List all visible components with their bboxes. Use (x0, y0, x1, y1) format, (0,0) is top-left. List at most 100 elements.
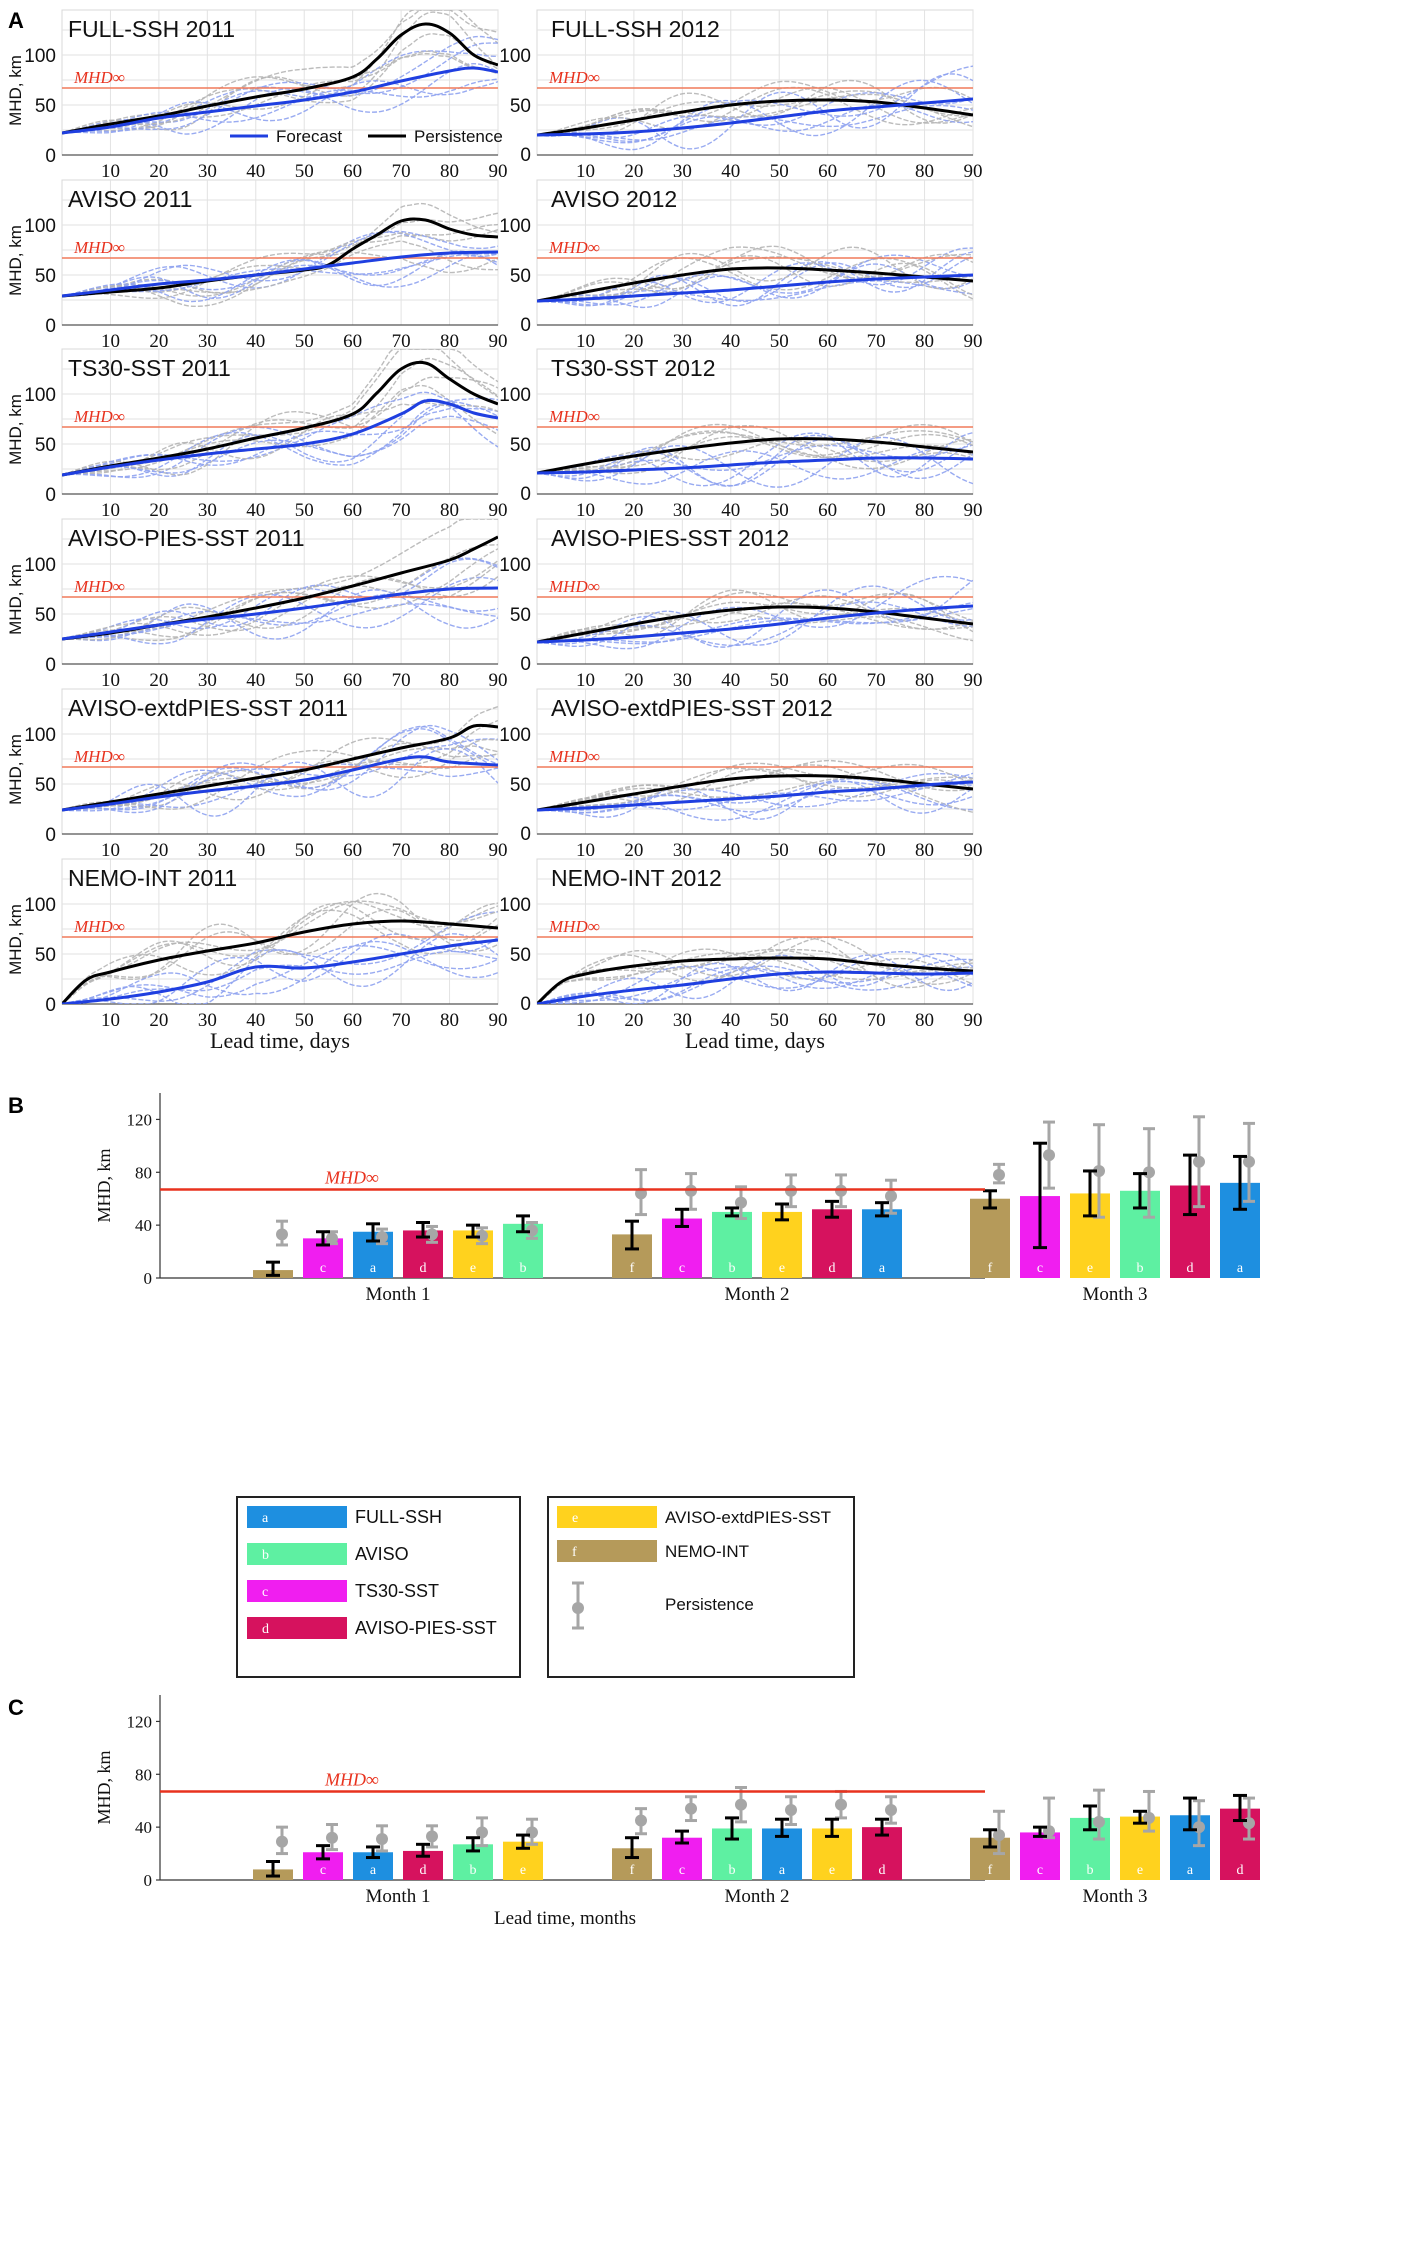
persistence-member-line (537, 762, 973, 811)
bar-letter: c (320, 1863, 326, 1878)
persistence-member-line (537, 936, 973, 1004)
y-tick-label: 100 (499, 725, 531, 746)
x-tick-label: 60 (818, 1010, 837, 1031)
x-tick-label: 70 (867, 161, 886, 182)
x-tick-label: 10 (576, 1010, 595, 1031)
group-label: Month 2 (725, 1886, 790, 1907)
x-axis-label: Lead time, months (494, 1908, 636, 1929)
legend-swatch-a (247, 1506, 347, 1528)
x-tick-label: 40 (721, 500, 740, 521)
mhd-infinity-label: MHD∞ (548, 577, 600, 596)
persistence-member-line (62, 50, 498, 134)
legend-panel-a: Forecast Persistence (230, 127, 503, 146)
y-tick-label: 100 (499, 555, 531, 576)
x-tick-label: 50 (295, 670, 314, 691)
x-tick-label: 70 (867, 331, 886, 352)
bar-group: f c b a e d Month 2 (612, 1786, 902, 1907)
y-tick-label: 100 (24, 46, 56, 67)
x-tick-label: 80 (915, 1010, 934, 1031)
y-tick-label: 0 (45, 655, 56, 676)
y-tick-label: 50 (510, 605, 531, 626)
persistence-marker (835, 1184, 847, 1197)
legend-swatch-b (247, 1543, 347, 1565)
persistence-marker (1143, 1811, 1155, 1824)
bar-full-ssh (862, 1209, 902, 1278)
x-tick-label: 40 (246, 331, 265, 352)
forecast-member-line (62, 397, 498, 479)
y-tick-label: 100 (24, 555, 56, 576)
persistence-marker (685, 1802, 697, 1815)
mhd-infinity-label: MHD∞ (548, 407, 600, 426)
y-tick-label: 50 (510, 945, 531, 966)
bar-letter: a (370, 1261, 377, 1276)
x-tick-label: 60 (343, 1010, 362, 1031)
forecast-legend-label: Forecast (276, 127, 342, 146)
x-tick-label: 90 (489, 1010, 508, 1031)
forecast-member-line (62, 603, 498, 640)
subplot-title: TS30-SST 2012 (551, 355, 716, 381)
curves (537, 575, 973, 650)
x-tick-label: 30 (673, 1010, 692, 1031)
persistence-member-line (537, 595, 973, 643)
x-tick-label: 30 (198, 500, 217, 521)
group-label: Month 3 (1083, 1886, 1148, 1907)
x-tick-label: 20 (149, 161, 168, 182)
persistence-marker (476, 1229, 488, 1242)
legend-label: FULL-SSH (355, 1507, 442, 1527)
persistence-member-line (62, 909, 498, 1004)
bar-group: fcadbeMonth 1 (253, 1816, 543, 1907)
forecast-member-line (62, 415, 498, 476)
x-tick-label: 10 (101, 840, 120, 861)
persistence-marker (426, 1228, 438, 1241)
y-tick-label: 100 (24, 725, 56, 746)
y-tick-label: 0 (520, 824, 531, 845)
y-tick-label: 100 (24, 385, 56, 406)
persistence-member-line (537, 90, 973, 136)
panel-label: B (8, 1093, 24, 1118)
y-tick-label: 0 (45, 316, 56, 337)
y-tick-label: 100 (499, 216, 531, 237)
forecast-member-line (62, 558, 498, 640)
forecast-member-line (537, 787, 973, 814)
x-tick-label: 20 (624, 161, 643, 182)
bar-letter: b (1087, 1863, 1094, 1878)
x-tick-label: 20 (624, 840, 643, 861)
persistence-member-line (537, 948, 973, 1004)
y-axis-label: MHD, km (94, 1148, 114, 1222)
forecast-member-line (537, 601, 973, 645)
x-tick-label: 80 (915, 331, 934, 352)
subplot-nemo-int-2011: NEMO-INT 2011 MHD∞ 0 50 100 10 20 30 40 50 60 70 80 9… (6, 858, 508, 1053)
bar-ts30-sst (662, 1837, 702, 1880)
x-tick-label: 50 (770, 1010, 789, 1031)
subplot-aviso-extdpies-sst-2011: AVISO-extdPIES-SST 2011 MHD∞ 0 50 100 10 20 30 4… (6, 688, 508, 861)
y-tick-label: 80 (135, 1765, 152, 1784)
group-label: Month 1 (366, 1284, 431, 1305)
bar-letter: f (988, 1261, 993, 1276)
forecast-member-line (62, 576, 498, 645)
bar-group: f c b e a d Month 3 (970, 1788, 1260, 1907)
x-tick-label: 80 (915, 840, 934, 861)
bar-letter: d (1187, 1261, 1194, 1276)
subplot-title: AVISO-PIES-SST 2012 (551, 525, 789, 551)
forecast-member-line (537, 92, 973, 139)
bar-letter: e (1137, 1863, 1143, 1878)
subplot-title: NEMO-INT 2012 (551, 865, 722, 891)
persistence-marker (1143, 1166, 1155, 1179)
mhd-infinity-label: MHD∞ (324, 1769, 379, 1789)
bar-group: fcadebMonth 1 (253, 1214, 543, 1305)
persistence-marker (1093, 1815, 1105, 1828)
persistence-member-line (537, 93, 973, 136)
persistence-member-line (537, 948, 973, 1004)
persistence-member-line (62, 560, 498, 640)
bar-letter: a (1187, 1863, 1194, 1878)
x-axis-label: Lead time, days (685, 1028, 825, 1053)
x-tick-label: 80 (440, 500, 459, 521)
legend-letter: c (262, 1585, 268, 1600)
bar-panel-c: C 0 40 80 120 MHD, km f c a d b e Month 1 f c b a e d Month… (8, 1695, 1260, 1929)
persistence-mean-line (62, 217, 498, 298)
x-tick-label: 80 (915, 500, 934, 521)
x-tick-label: 90 (489, 670, 508, 691)
y-axis-label: MHD, km (6, 904, 25, 975)
persistence-member-line (62, 900, 498, 1004)
